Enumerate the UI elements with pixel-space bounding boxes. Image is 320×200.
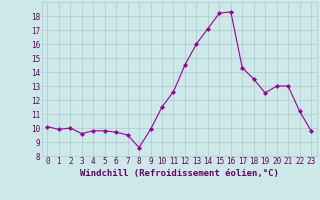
X-axis label: Windchill (Refroidissement éolien,°C): Windchill (Refroidissement éolien,°C): [80, 169, 279, 178]
